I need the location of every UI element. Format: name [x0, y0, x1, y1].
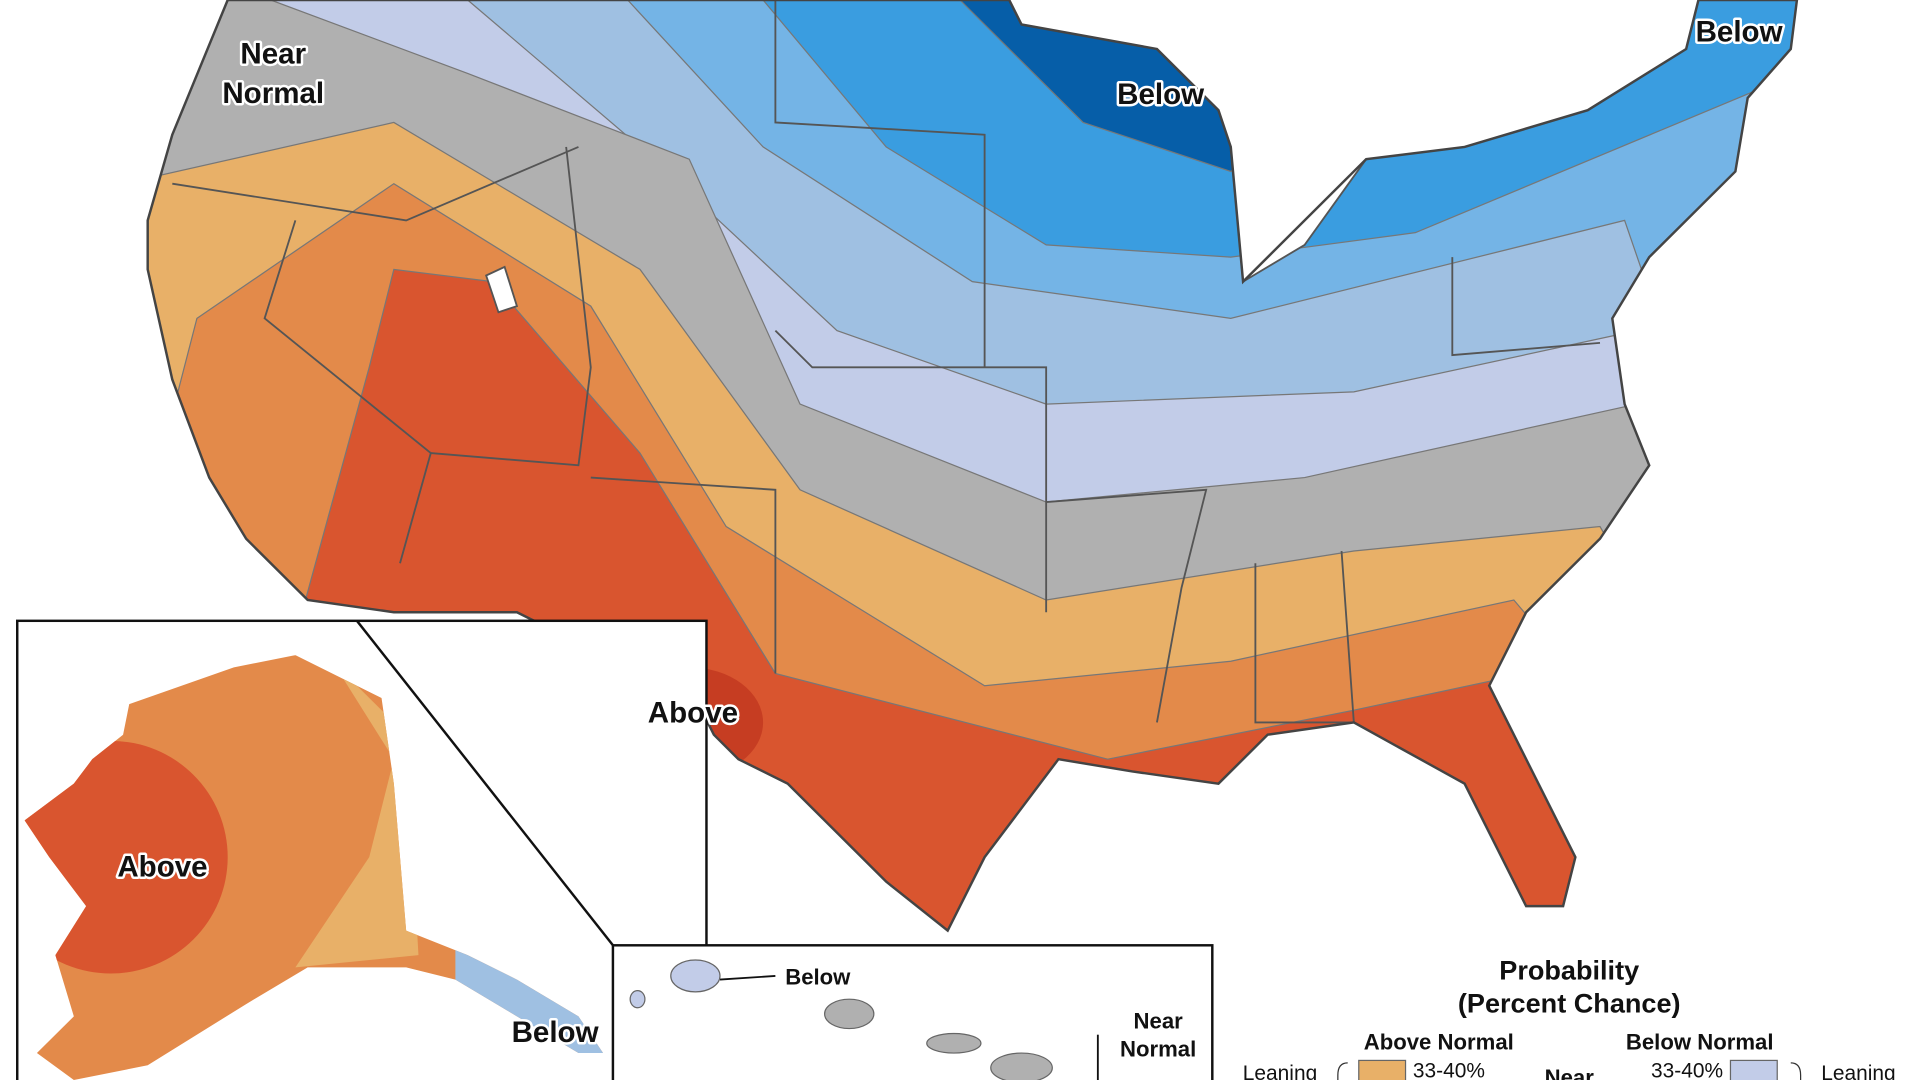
legend-near: Near [1545, 1065, 1595, 1080]
hawaii-label: Near [1134, 1009, 1184, 1034]
legend-leaning: Leaning [1243, 1062, 1317, 1080]
legend-heading: Below Normal [1626, 1029, 1774, 1054]
border [1254, 550, 1355, 724]
region-label: Below [512, 1016, 599, 1049]
hawaii-label: Normal [1120, 1037, 1196, 1062]
region-label: Below [1117, 78, 1204, 111]
leader-line [719, 975, 776, 981]
region-label: Near [240, 38, 306, 71]
region-label: Normal [222, 77, 324, 110]
legend-brace [1790, 1062, 1802, 1080]
legend-brace [1337, 1062, 1348, 1080]
legend-swatch [1729, 1059, 1778, 1080]
oahu [824, 998, 875, 1030]
map-labels: Near Normal Below Below Above Above Belo… [115, 13, 1785, 1062]
region-label: Above [648, 697, 738, 730]
legend-title: Probability [1499, 956, 1639, 986]
molokai [926, 1032, 982, 1054]
legend-heading: Above Normal [1364, 1029, 1514, 1054]
border [172, 146, 579, 222]
legend: Probability (Percent Chance) Above Norma… [1243, 956, 1896, 1080]
border [430, 146, 592, 467]
inset-connector [355, 620, 614, 947]
legend-title: (Percent Chance) [1458, 989, 1681, 1019]
legend-swatch [1358, 1059, 1407, 1080]
legend-range: 33-40% [1413, 1060, 1485, 1080]
legend-leaning: Leaning [1821, 1062, 1895, 1080]
state-borders [172, 0, 1601, 724]
hawaii-label: Below [785, 965, 851, 990]
border [774, 329, 1048, 613]
great-salt-lake [485, 265, 519, 314]
kauai [670, 959, 721, 993]
border [590, 476, 777, 674]
border [774, 0, 986, 368]
border [1046, 488, 1208, 723]
maui [990, 1052, 1053, 1080]
us-outline [146, 0, 1799, 933]
region-label: Above [117, 851, 207, 884]
border [1451, 257, 1601, 357]
border [263, 220, 432, 564]
niihau [629, 990, 646, 1009]
region-label: Below [1696, 16, 1783, 49]
legend-range: 33-40% [1651, 1060, 1723, 1080]
